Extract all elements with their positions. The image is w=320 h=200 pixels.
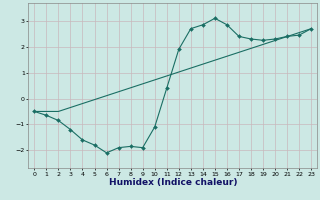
X-axis label: Humidex (Indice chaleur): Humidex (Indice chaleur): [108, 178, 237, 187]
